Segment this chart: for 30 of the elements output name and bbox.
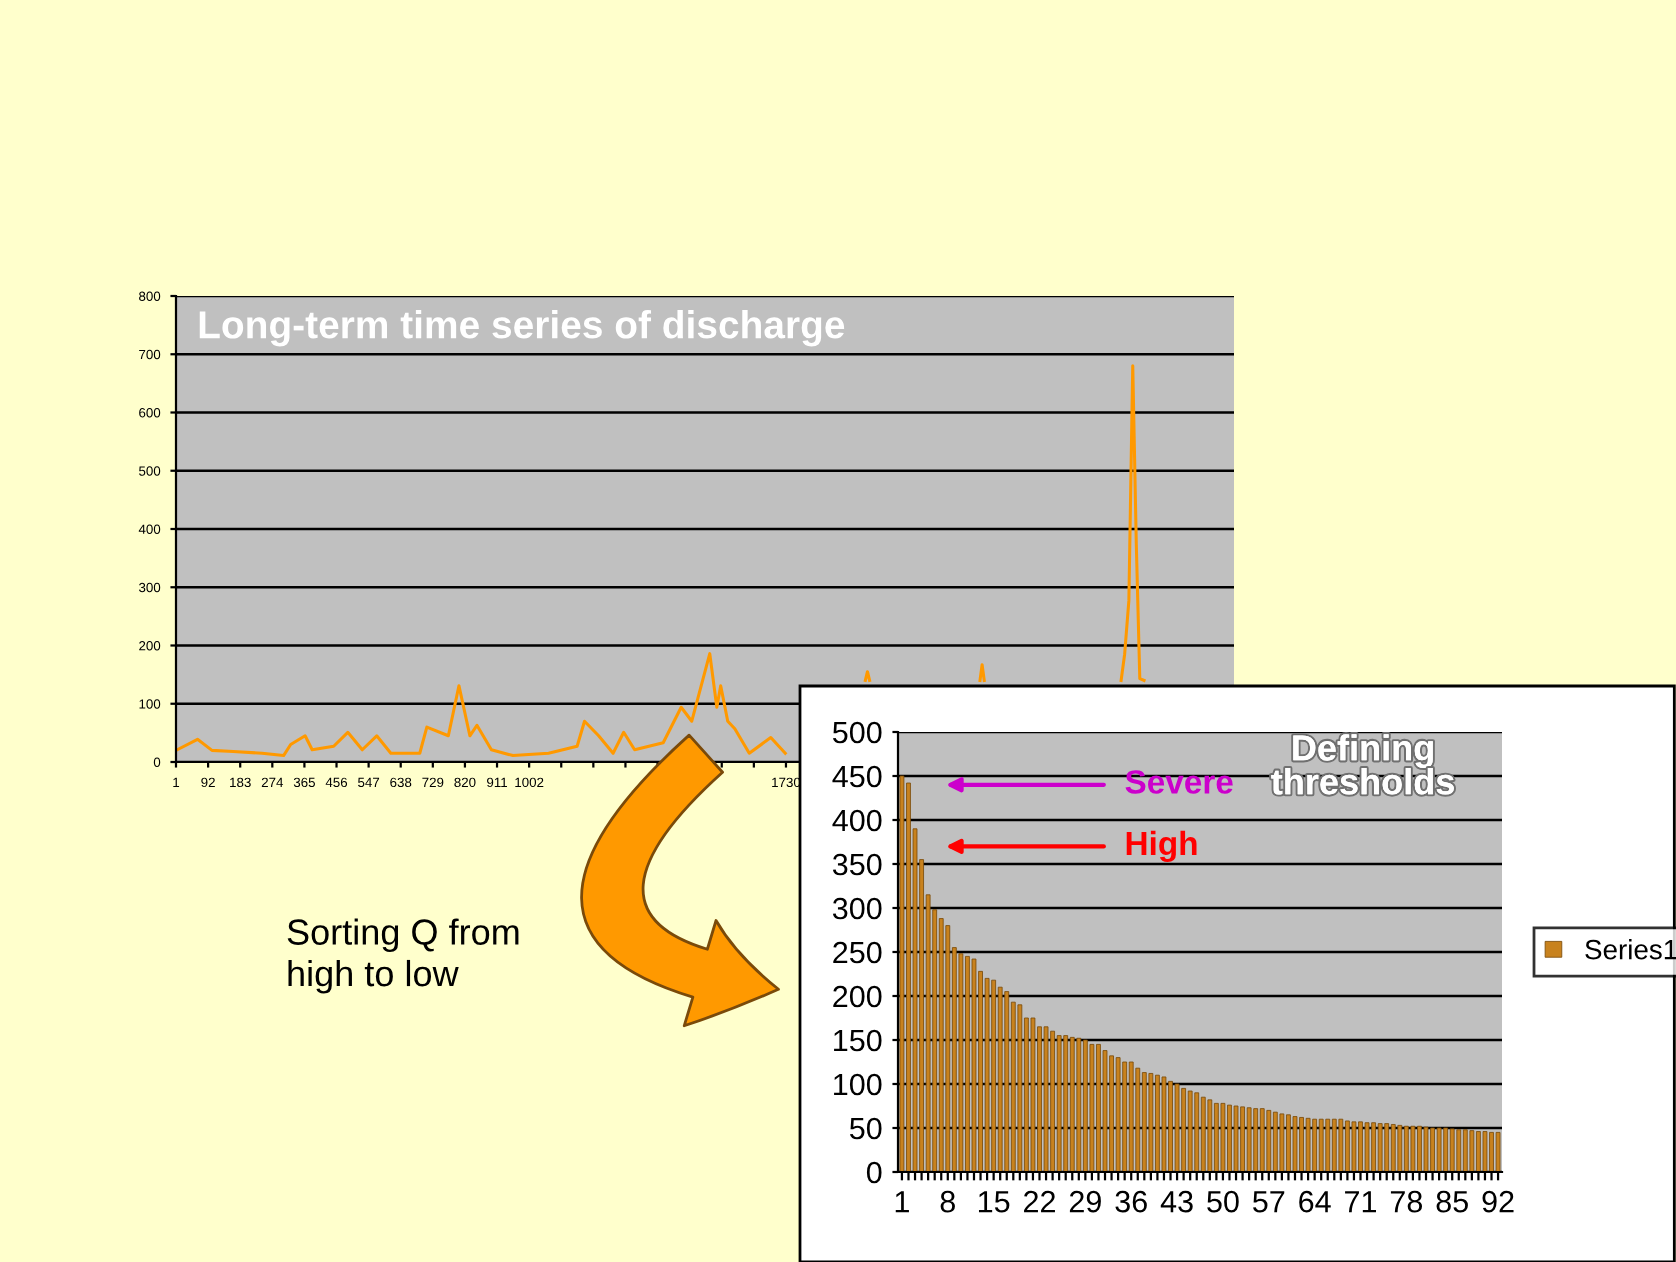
chart-title: Long-term time series of discharge (199, 309, 845, 347)
x-tick-label: 8 (940, 1190, 955, 1213)
text: Sorting Q from high to low (287, 918, 519, 994)
y-tick-label: 200 (833, 985, 882, 1008)
x-tick-label: 64 (1299, 1190, 1331, 1213)
y-tick-label: 450 (832, 765, 882, 788)
y-tick-label: 50 (849, 1117, 882, 1140)
x-tick-label: 78 (1390, 1190, 1423, 1213)
x-tick-label: 22 (1024, 1190, 1055, 1213)
x-tick-label: 36 (1115, 1190, 1147, 1213)
y-tick-label: 500 (832, 721, 882, 744)
x-tick-label: 57 (1253, 1191, 1285, 1213)
x-tick-label: 85 (1436, 1190, 1468, 1213)
x-tick-label: 50 (1207, 1190, 1239, 1213)
y-tick-label: 400 (832, 809, 882, 832)
x-tick-label: 15 (978, 1191, 1010, 1213)
annotation: High (1126, 830, 1197, 863)
y-tick-label: 300 (832, 897, 882, 920)
legend-label: Series1 (1585, 939, 1676, 960)
x-tick-label: 92 (1482, 1190, 1514, 1213)
y-tick-label: 350 (832, 853, 882, 876)
x-tick-label: 71 (1345, 1191, 1376, 1213)
y-tick-label: 0 (866, 1161, 882, 1184)
x-tick-label: 1 (895, 1191, 909, 1213)
x-tick-label: 29 (1069, 1190, 1101, 1213)
y-tick-label: 150 (834, 1029, 882, 1052)
y-tick-label: 100 (834, 1073, 882, 1096)
y-tick-label: 250 (833, 941, 882, 964)
annotation: Severe (1125, 770, 1233, 794)
x-tick-label: 43 (1160, 1190, 1193, 1213)
